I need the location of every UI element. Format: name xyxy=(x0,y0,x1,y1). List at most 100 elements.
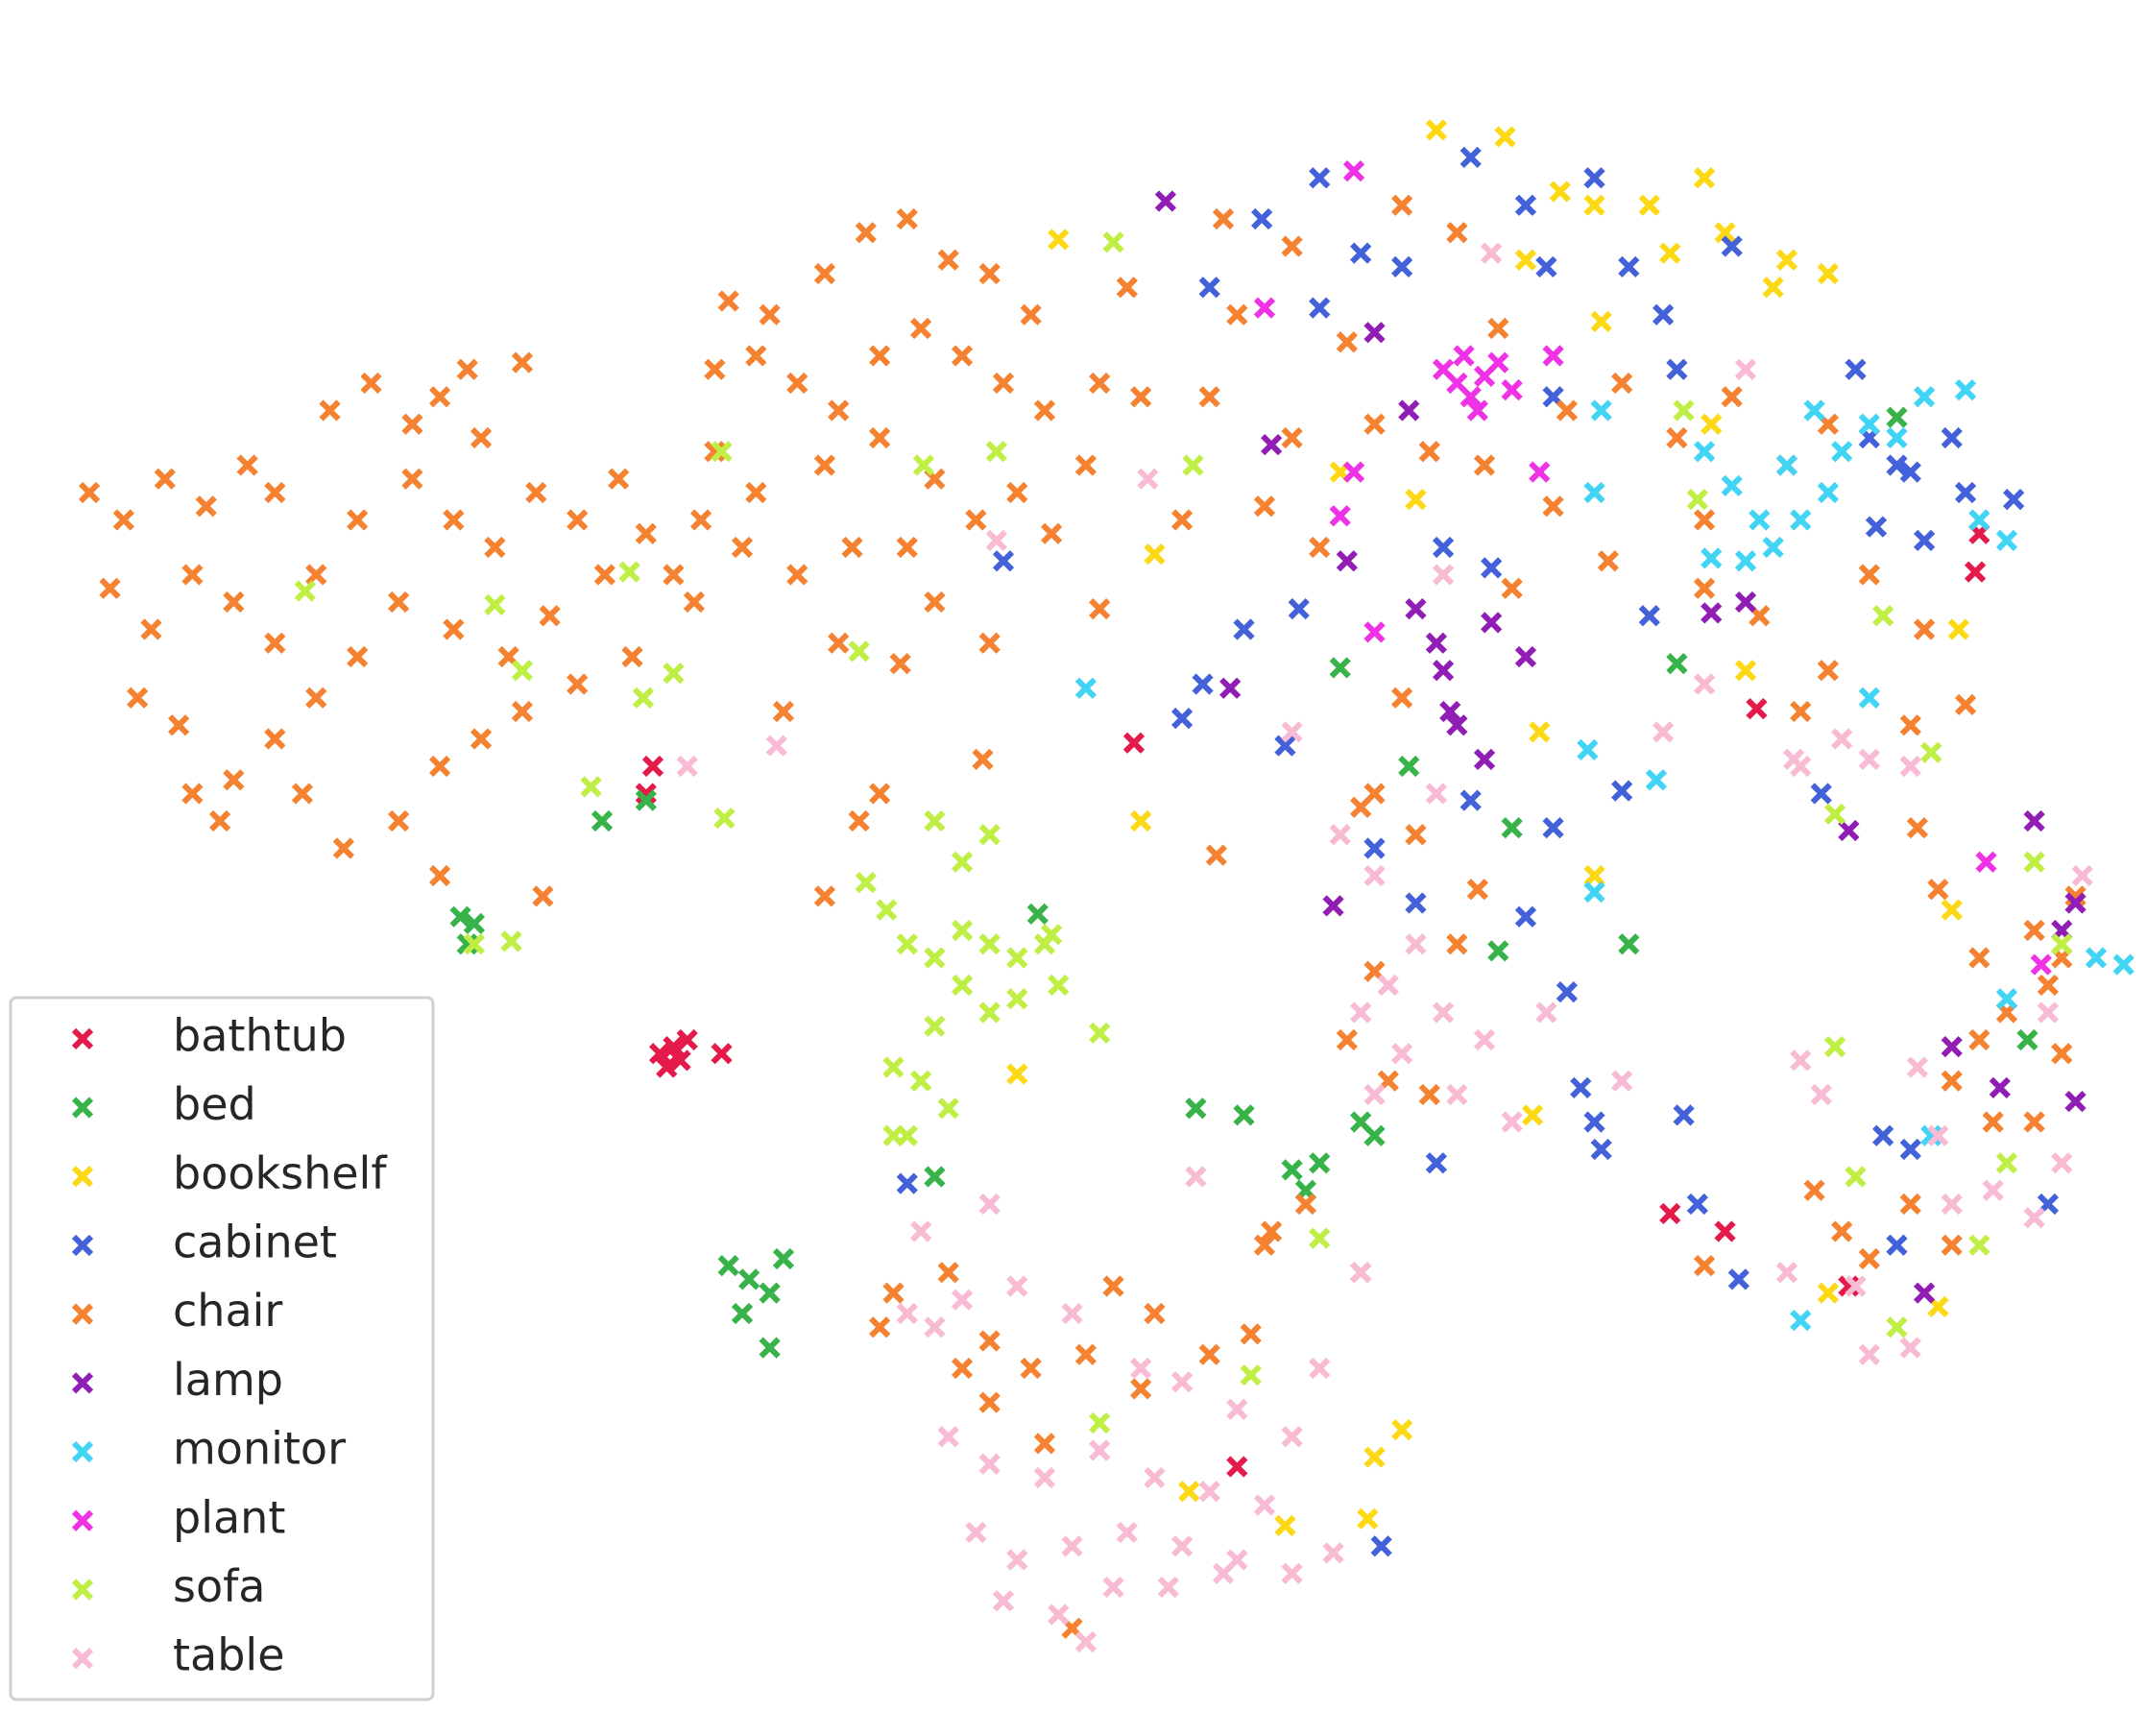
point xyxy=(1040,924,1063,946)
point xyxy=(937,1262,959,1284)
point xyxy=(1899,461,1921,483)
point xyxy=(1006,947,1028,969)
point xyxy=(511,700,534,723)
point xyxy=(1233,618,1255,640)
legend-marker xyxy=(71,1372,94,1394)
point xyxy=(1253,1234,1276,1256)
point xyxy=(1144,1466,1166,1489)
point xyxy=(1913,1282,1936,1304)
series-lamp xyxy=(1154,190,2087,1304)
point xyxy=(1425,119,1448,141)
point xyxy=(882,1056,905,1078)
point xyxy=(1240,1323,1262,1345)
point xyxy=(1817,481,1840,504)
point xyxy=(731,536,754,559)
point xyxy=(924,1166,946,1188)
point xyxy=(1872,1124,1894,1146)
point xyxy=(1886,406,1908,428)
point xyxy=(1481,612,1503,634)
point xyxy=(1790,1309,1812,1332)
point xyxy=(1185,1166,1207,1188)
point xyxy=(264,728,286,750)
point xyxy=(704,358,726,380)
point xyxy=(1350,796,1372,818)
point xyxy=(99,577,121,599)
point xyxy=(813,885,836,907)
point xyxy=(112,509,134,531)
point xyxy=(1583,167,1605,189)
point xyxy=(1886,1234,1908,1256)
point xyxy=(1309,536,1331,559)
point xyxy=(1309,297,1331,319)
point xyxy=(1521,1104,1544,1126)
point xyxy=(1006,481,1028,504)
point xyxy=(759,1282,781,1304)
point xyxy=(2064,892,2087,914)
point xyxy=(1154,190,1177,212)
point xyxy=(1727,1268,1749,1290)
point xyxy=(1535,255,1557,277)
point xyxy=(1487,317,1509,340)
point xyxy=(456,358,478,380)
point xyxy=(1309,1227,1331,1249)
point xyxy=(1418,441,1440,463)
point xyxy=(1542,345,1564,367)
point xyxy=(223,769,245,791)
point xyxy=(1968,1234,1990,1256)
point xyxy=(992,1590,1015,1612)
point xyxy=(1638,605,1660,627)
point xyxy=(896,1172,918,1194)
point xyxy=(1363,864,1386,887)
legend-label: monitor xyxy=(173,1423,346,1475)
point xyxy=(869,783,891,805)
point xyxy=(1995,529,2018,551)
point xyxy=(1418,1083,1440,1106)
point xyxy=(618,561,640,583)
point xyxy=(1803,399,1825,422)
point xyxy=(1941,1035,1963,1058)
point xyxy=(1514,905,1537,928)
point xyxy=(1906,1056,1929,1078)
point xyxy=(470,426,493,449)
point xyxy=(1597,550,1619,572)
point xyxy=(1721,235,1743,257)
series-bed xyxy=(449,406,2038,1359)
point xyxy=(985,441,1007,463)
point xyxy=(2085,947,2108,969)
point xyxy=(1261,433,1283,456)
point xyxy=(1466,879,1488,901)
point xyxy=(1831,728,1853,750)
point xyxy=(869,426,891,449)
point xyxy=(1941,1070,1963,1092)
point xyxy=(869,1316,891,1338)
point xyxy=(1858,1247,1880,1270)
point xyxy=(1212,1562,1235,1584)
point xyxy=(1377,974,1399,997)
point xyxy=(2064,885,2087,907)
point xyxy=(347,509,369,531)
point xyxy=(1989,1076,2011,1098)
point xyxy=(1721,386,1743,408)
point xyxy=(1514,194,1537,216)
point xyxy=(924,947,946,969)
point xyxy=(978,824,1001,846)
point xyxy=(992,550,1015,572)
point xyxy=(1803,1179,1825,1201)
point xyxy=(772,1247,795,1270)
point xyxy=(1529,461,1551,483)
point xyxy=(1941,1234,1963,1256)
point xyxy=(305,687,327,709)
point xyxy=(909,317,932,340)
point xyxy=(745,345,767,367)
point xyxy=(1350,242,1372,264)
legend-label: bathtub xyxy=(173,1009,347,1061)
point xyxy=(676,1028,698,1051)
point xyxy=(1817,1282,1840,1304)
point xyxy=(1391,1043,1413,1065)
point xyxy=(167,714,190,736)
point xyxy=(813,262,836,285)
point xyxy=(1432,660,1455,682)
point xyxy=(291,783,314,805)
point xyxy=(1701,547,1723,569)
